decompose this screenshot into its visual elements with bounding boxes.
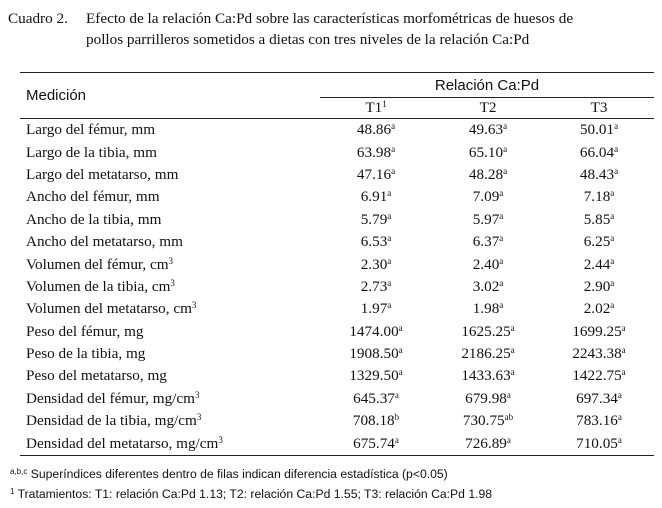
row-label: Peso de la tibia, mg: [26, 345, 146, 363]
row-label: Densidad del fémur, mg/cm3: [26, 389, 200, 407]
cell-t1: 6.91a: [360, 188, 392, 206]
table-row: Volumen del fémur, cm3 2.30a 2.40a 2.44a: [20, 253, 654, 275]
cell-t3: 66.04a: [579, 143, 619, 161]
note-treatments: 1 Tratamientos: T1: relación Ca:Pd 1.13;…: [10, 487, 493, 501]
cell-t1: 48.86a: [356, 121, 396, 139]
table-row: Densidad de la tibia, mg/cm3 708.18b 730.7…: [20, 410, 654, 432]
row-label: Largo del fémur, mm: [26, 121, 156, 139]
cell-t2: 7.09a: [472, 188, 504, 206]
table-row: Ancho de la tibia, mm 5.79a 5.97a 5.85a: [20, 209, 654, 231]
cell-t2: 2.40a: [472, 255, 504, 273]
cell-t1: 1908.50a: [349, 345, 403, 363]
cell-t1: 708.18b: [352, 412, 400, 430]
caption-line-1: Efecto de la relación Ca:Pd sobre las ca…: [86, 10, 574, 27]
cell-t2: 1433.63a: [461, 367, 515, 385]
table-row: Volumen de la tibia, cm3 2.73a 3.02a 2.90a: [20, 276, 654, 298]
table-row: Ancho del fémur, mm 6.91a 7.09a 7.18a: [20, 186, 654, 208]
cell-t2: 5.97a: [472, 210, 504, 228]
row-label: Ancho de la tibia, mm: [26, 210, 162, 228]
cell-t1: 645.37a: [353, 389, 399, 407]
cell-t2: 730.75ab: [462, 412, 514, 430]
table-row: Largo del metatarso, mm 47.16a 48.28a 48.43…: [20, 164, 654, 186]
cell-t2: 679.98a: [465, 389, 511, 407]
cell-t2: 1.98a: [472, 300, 504, 318]
cell-t3: 48.43a: [579, 165, 619, 183]
table-row: Ancho del metatarso, mm 6.53a 6.37a 6.25a: [20, 231, 654, 253]
table-body: Largo del fémur, mm 48.86a 49.63a 50.01a Lar…: [20, 118, 654, 456]
cell-t1: 2.73a: [360, 277, 392, 295]
row-label: Densidad de la tibia, mg/cm3: [26, 412, 202, 430]
table-row: Densidad del fémur, mg/cm3 645.37a 679.98a…: [20, 388, 654, 410]
cell-t3: 2.02a: [583, 300, 615, 318]
table-caption: Cuadro 2. Efecto de la relación Ca:Pd sob…: [8, 8, 658, 50]
cell-t3: 7.18a: [583, 188, 615, 206]
cell-t2: 1625.25a: [461, 322, 515, 340]
table-row: Peso de la tibia, mg 1908.50a 2186.25a 2243…: [20, 343, 654, 365]
cell-t2: 3.02a: [472, 277, 504, 295]
cell-t2: 6.37a: [472, 233, 504, 251]
cell-t2: 2186.25a: [461, 345, 515, 363]
table-row: Largo del fémur, mm 48.86a 49.63a 50.01a: [20, 118, 654, 142]
cell-t1: 6.53a: [360, 233, 392, 251]
cell-t1: 47.16a: [356, 165, 396, 183]
cell-t3: 2243.38a: [572, 345, 626, 363]
cell-t2: 65.10a: [468, 143, 508, 161]
cell-t3: 5.85a: [583, 210, 615, 228]
cell-t1: 5.79a: [360, 210, 392, 228]
cell-t1: 1.97a: [360, 300, 392, 318]
table-row: Peso del metatarso, mg 1329.50a 1433.63a 14…: [20, 365, 654, 387]
cell-t2: 48.28a: [468, 165, 508, 183]
caption-label: Cuadro 2.: [8, 10, 68, 27]
data-table: Medición Relación Ca:Pd T11 T2 T3 Largo …: [20, 72, 654, 456]
cell-t1: 1474.00a: [349, 322, 403, 340]
caption-line-2: pollos parrilleros sometidos a dietas co…: [86, 31, 530, 48]
table-row: Densidad del metatarso, mg/cm3 675.74a 726…: [20, 432, 654, 455]
row-label: Ancho del fémur, mm: [26, 188, 160, 206]
table-row: Peso del fémur, mg 1474.00a 1625.25a 1699.2…: [20, 321, 654, 343]
table-notes: a,b,c Superíndices diferentes dentro de …: [10, 464, 492, 504]
row-label: Volumen del fémur, cm3: [26, 255, 174, 273]
cell-t3: 1699.25a: [572, 322, 626, 340]
note-significance: a,b,c Superíndices diferentes dentro de …: [10, 467, 448, 481]
cell-t3: 2.44a: [583, 255, 615, 273]
row-label: Volumen de la tibia, cm3: [26, 277, 175, 295]
row-label: Volumen del metatarso, cm3: [26, 300, 197, 318]
row-label: Densidad del metatarso, mg/cm3: [26, 434, 223, 452]
row-label: Peso del fémur, mg: [26, 322, 144, 340]
header-t1: T11: [320, 97, 432, 119]
row-label: Largo del metatarso, mm: [26, 165, 179, 183]
cell-t1: 675.74a: [353, 434, 399, 452]
header-t3: T3: [544, 97, 654, 119]
cell-t3: 710.05a: [576, 434, 622, 452]
table-row: Volumen del metatarso, cm3 1.97a 1.98a 2.02…: [20, 298, 654, 320]
cell-t3: 2.90a: [583, 277, 615, 295]
row-label: Largo de la tibia, mm: [26, 143, 157, 161]
cell-t2: 726.89a: [465, 434, 511, 452]
cell-t2: 49.63a: [468, 121, 508, 139]
cell-t3: 783.16a: [576, 412, 622, 430]
row-label: Peso del metatarso, mg: [26, 367, 167, 385]
header-relacion: Relación Ca:Pd: [434, 76, 540, 94]
cell-t3: 1422.75a: [572, 367, 626, 385]
header-medicion: Medición: [26, 87, 87, 104]
header-t2: T2: [432, 97, 544, 119]
cell-t3: 6.25a: [583, 233, 615, 251]
table-row: Largo de la tibia, mm 63.98a 65.10a 66.04a: [20, 141, 654, 163]
cell-t1: 63.98a: [356, 143, 396, 161]
cell-t1: 2.30a: [360, 255, 392, 273]
cell-t3: 50.01a: [579, 121, 619, 139]
row-label: Ancho del metatarso, mm: [26, 233, 183, 251]
cell-t3: 697.34a: [576, 389, 622, 407]
cell-t1: 1329.50a: [349, 367, 403, 385]
